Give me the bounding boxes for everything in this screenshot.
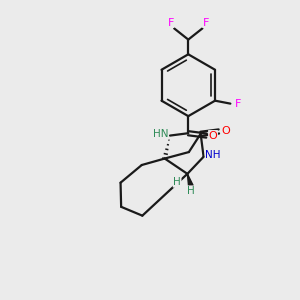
Text: F: F [235, 99, 241, 109]
Text: H: H [173, 177, 181, 187]
Text: HN: HN [153, 128, 168, 139]
Text: NH: NH [205, 150, 221, 160]
Text: O: O [221, 126, 230, 136]
Text: H: H [187, 186, 195, 196]
Polygon shape [188, 174, 193, 187]
Text: F: F [167, 17, 174, 28]
Text: F: F [203, 17, 209, 28]
Text: O: O [208, 130, 217, 141]
